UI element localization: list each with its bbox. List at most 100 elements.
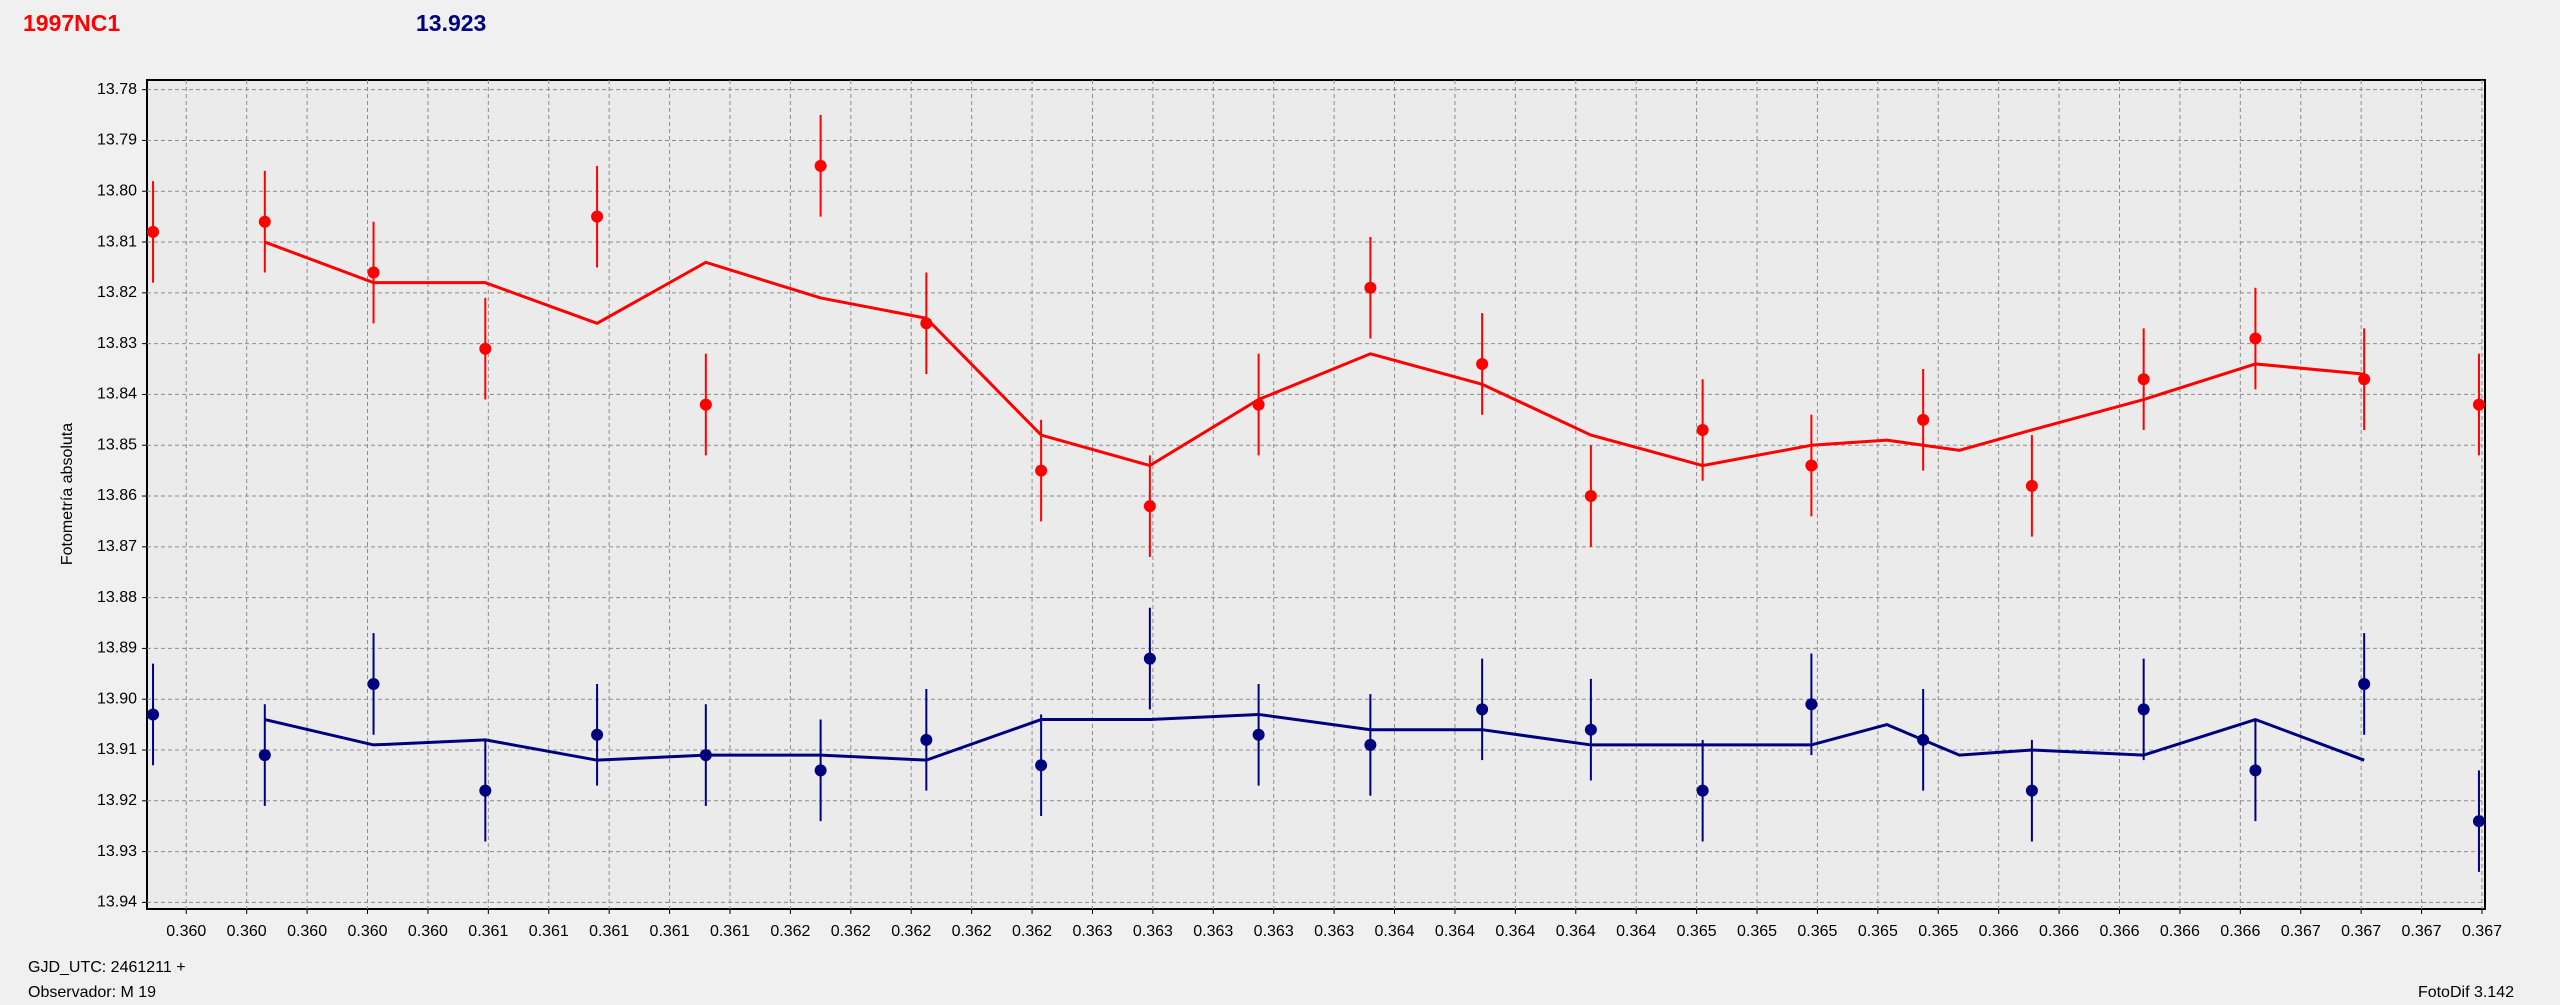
data-point [258, 215, 271, 228]
data-point [814, 159, 827, 172]
y-tick-label: 13.90 [97, 690, 137, 707]
data-point [1584, 490, 1597, 503]
object-value: 13.923 [416, 10, 486, 36]
x-tick-label: 0.367 [2462, 923, 2502, 940]
data-point [2025, 784, 2038, 797]
data-point [1476, 703, 1489, 716]
x-tick-label: 0.366 [2160, 923, 2200, 940]
y-tick-label: 13.92 [97, 792, 137, 809]
data-point [1584, 723, 1597, 736]
x-tick-label: 0.361 [710, 923, 750, 940]
data-point [2358, 677, 2371, 690]
data-point [1364, 281, 1377, 294]
x-tick-label: 0.364 [1375, 923, 1415, 940]
y-tick-label: 13.84 [97, 386, 137, 403]
x-tick-label: 0.360 [347, 923, 387, 940]
data-point [147, 708, 160, 721]
plot-area [146, 79, 2486, 910]
x-tick-label: 0.360 [166, 923, 206, 940]
data-point [1917, 413, 1930, 426]
x-tick-label: 0.364 [1616, 923, 1656, 940]
y-tick-label: 13.81 [97, 233, 137, 250]
y-tick-label: 13.80 [97, 182, 137, 199]
x-tick-label: 0.361 [650, 923, 690, 940]
y-tick-label: 13.93 [97, 843, 137, 860]
data-point [2472, 398, 2485, 411]
x-tick-label: 0.361 [468, 923, 508, 940]
x-tick-label: 0.360 [227, 923, 267, 940]
x-tick-label: 0.362 [1012, 923, 1052, 940]
x-tick-label: 0.363 [1314, 923, 1354, 940]
data-point [2358, 373, 2371, 386]
data-point [1143, 652, 1156, 665]
data-point [814, 764, 827, 777]
data-point [2472, 815, 2485, 828]
x-tick-label: 0.365 [1737, 923, 1777, 940]
object-name: 1997NC1 [23, 10, 120, 36]
data-point [2249, 332, 2262, 345]
x-tick-label: 0.364 [1435, 923, 1475, 940]
y-axis-label: Fotometría absoluta [59, 423, 76, 565]
data-point [1476, 357, 1489, 370]
y-tick-label: 13.78 [97, 81, 137, 98]
x-tick-label: 0.366 [2220, 923, 2260, 940]
observer-label: Observador: M 19 [28, 984, 156, 1001]
data-point [2137, 373, 2150, 386]
x-tick-label: 0.360 [408, 923, 448, 940]
data-point [1696, 784, 1709, 797]
data-point [1917, 733, 1930, 746]
x-tick-label: 0.363 [1133, 923, 1173, 940]
y-tick-label: 13.79 [97, 132, 137, 149]
data-point [699, 749, 712, 762]
data-point [479, 342, 492, 355]
y-tick-label: 13.83 [97, 335, 137, 352]
data-point [591, 210, 604, 223]
y-tick-label: 13.86 [97, 487, 137, 504]
x-tick-label: 0.360 [287, 923, 327, 940]
data-point [2137, 703, 2150, 716]
data-point [2249, 764, 2262, 777]
gjd-label: GJD_UTC: 2461211 + [28, 959, 186, 976]
x-tick-label: 0.363 [1254, 923, 1294, 940]
x-tick-label: 0.367 [2281, 923, 2321, 940]
data-point [367, 677, 380, 690]
y-tick-label: 13.89 [97, 640, 137, 657]
data-point [1364, 738, 1377, 751]
data-point [147, 225, 160, 238]
x-tick-label: 0.365 [1797, 923, 1837, 940]
data-point [920, 317, 933, 330]
data-point [591, 728, 604, 741]
x-tick-label: 0.364 [1495, 923, 1535, 940]
data-point [2025, 479, 2038, 492]
x-tick-label: 0.365 [1677, 923, 1717, 940]
data-point [1252, 398, 1265, 411]
x-tick-label: 0.366 [1979, 923, 2019, 940]
y-tick-label: 13.88 [97, 589, 137, 606]
data-point [1035, 464, 1048, 477]
x-tick-label: 0.367 [2402, 923, 2442, 940]
data-point [479, 784, 492, 797]
y-tick-label: 13.87 [97, 538, 137, 555]
y-tick-label: 13.85 [97, 436, 137, 453]
data-point [920, 733, 933, 746]
data-point [1696, 423, 1709, 436]
y-tick-label: 13.94 [97, 894, 137, 911]
data-point [1035, 759, 1048, 772]
x-tick-label: 0.367 [2341, 923, 2381, 940]
y-tick-label: 13.91 [97, 741, 137, 758]
x-tick-label: 0.362 [770, 923, 810, 940]
x-tick-label: 0.363 [1072, 923, 1112, 940]
x-tick-label: 0.364 [1556, 923, 1596, 940]
x-tick-label: 0.362 [831, 923, 871, 940]
x-tick-label: 0.363 [1193, 923, 1233, 940]
software-label: FotoDif 3.142 [2418, 984, 2514, 1001]
data-point [1805, 698, 1818, 711]
data-point [367, 266, 380, 279]
x-tick-label: 0.362 [891, 923, 931, 940]
x-tick-label: 0.365 [1858, 923, 1898, 940]
x-tick-label: 0.361 [529, 923, 569, 940]
fit-line [264, 240, 2365, 468]
data-point [258, 749, 271, 762]
